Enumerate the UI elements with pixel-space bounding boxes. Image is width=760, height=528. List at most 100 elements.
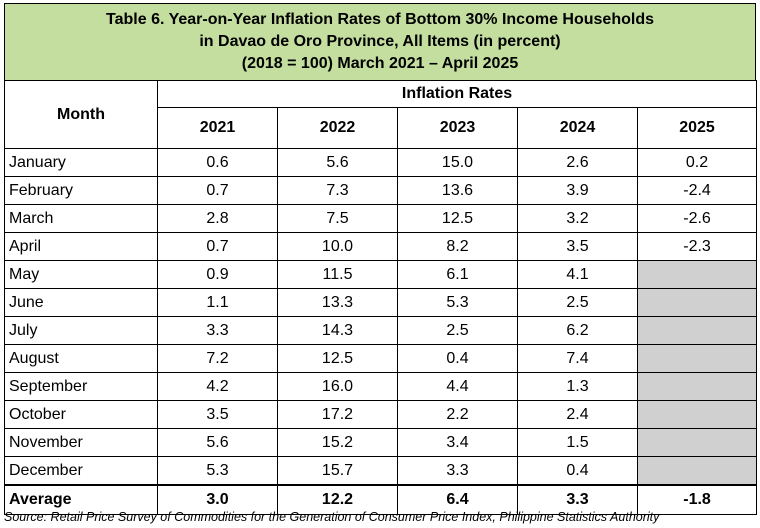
unavailable-cell <box>636 344 758 373</box>
month-cell: November <box>4 428 158 457</box>
rate-cell: 2.6 <box>517 148 638 177</box>
rate-cell: 4.4 <box>397 372 518 401</box>
rate-cell: 5.6 <box>157 428 278 457</box>
unavailable-cell <box>636 400 758 429</box>
table-row: November 5.6 15.2 3.4 1.5 <box>4 428 758 457</box>
rate-cell: 2.8 <box>157 204 278 233</box>
source-note: Source: Retail Price Survey of Commoditi… <box>4 510 660 524</box>
rate-cell: 15.0 <box>397 148 518 177</box>
table-row: January 0.6 5.6 15.0 2.6 0.2 <box>4 148 758 177</box>
rate-cell: 11.5 <box>277 260 398 289</box>
table-row: August 7.2 12.5 0.4 7.4 <box>4 344 758 373</box>
rate-cell: 5.3 <box>397 288 518 317</box>
rate-cell: 0.4 <box>517 456 638 486</box>
rate-cell: 12.5 <box>277 344 398 373</box>
rate-cell: -2.3 <box>636 232 758 261</box>
rate-cell: 3.3 <box>157 316 278 345</box>
inflation-table-container: Table 6. Year-on-Year Inflation Rates of… <box>4 3 758 515</box>
rate-cell: 1.3 <box>517 372 638 401</box>
rate-cell: 4.2 <box>157 372 278 401</box>
table-row: April 0.7 10.0 8.2 3.5 -2.3 <box>4 232 758 261</box>
unavailable-cell <box>636 260 758 289</box>
table-row: July 3.3 14.3 2.5 6.2 <box>4 316 758 345</box>
rate-cell: 0.2 <box>636 148 758 177</box>
rate-cell: 3.5 <box>157 400 278 429</box>
rate-cell: 2.4 <box>517 400 638 429</box>
month-cell: March <box>4 204 158 233</box>
year-header: 2024 <box>517 107 638 149</box>
rate-cell: 0.9 <box>157 260 278 289</box>
rate-cell: 7.3 <box>277 176 398 205</box>
rate-cell: 3.9 <box>517 176 638 205</box>
month-cell: September <box>4 372 158 401</box>
average-cell: -1.8 <box>636 484 758 515</box>
month-cell: May <box>4 260 158 289</box>
rate-cell: 15.2 <box>277 428 398 457</box>
rate-cell: 2.5 <box>517 288 638 317</box>
year-header: 2021 <box>157 107 278 149</box>
rate-cell: 5.3 <box>157 456 278 486</box>
rate-cell: 3.4 <box>397 428 518 457</box>
month-cell: December <box>4 456 158 486</box>
rate-cell: 4.1 <box>517 260 638 289</box>
rate-cell: 0.6 <box>157 148 278 177</box>
rate-cell: 3.5 <box>517 232 638 261</box>
rate-cell: 1.5 <box>517 428 638 457</box>
month-cell: August <box>4 344 158 373</box>
rate-cell: 6.2 <box>517 316 638 345</box>
rate-cell: 1.1 <box>157 288 278 317</box>
average-cell: 3.0 <box>157 484 278 515</box>
table-row: March 2.8 7.5 12.5 3.2 -2.6 <box>4 204 758 233</box>
unavailable-cell <box>636 316 758 345</box>
year-header: 2025 <box>636 107 758 149</box>
average-cell: 6.4 <box>397 484 518 515</box>
month-cell: June <box>4 288 158 317</box>
unavailable-cell <box>636 428 758 457</box>
rate-cell: 7.2 <box>157 344 278 373</box>
unavailable-cell <box>636 456 758 486</box>
table-row: September 4.2 16.0 4.4 1.3 <box>4 372 758 401</box>
month-cell: February <box>4 176 158 205</box>
unavailable-cell <box>636 372 758 401</box>
rate-cell: 0.7 <box>157 176 278 205</box>
inflation-rates-header: Inflation Rates <box>156 80 758 108</box>
rate-cell: 0.7 <box>157 232 278 261</box>
rate-cell: 6.1 <box>397 260 518 289</box>
month-cell: October <box>4 400 158 429</box>
rate-cell: 13.3 <box>277 288 398 317</box>
rate-cell: 15.7 <box>277 456 398 486</box>
table-row: June 1.1 13.3 5.3 2.5 <box>4 288 758 317</box>
table-row: February 0.7 7.3 13.6 3.9 -2.4 <box>4 176 758 205</box>
rate-cell: 7.5 <box>277 204 398 233</box>
table-row: May 0.9 11.5 6.1 4.1 <box>4 260 758 289</box>
average-label: Average <box>4 484 158 515</box>
year-header: 2022 <box>277 107 398 149</box>
rate-cell: 5.6 <box>277 148 398 177</box>
rate-cell: 0.4 <box>397 344 518 373</box>
rate-cell: 3.2 <box>517 204 638 233</box>
month-cell: July <box>4 316 158 345</box>
rate-cell: 8.2 <box>397 232 518 261</box>
rate-cell: -2.6 <box>636 204 758 233</box>
average-row: Average 3.0 12.2 6.4 3.3 -1.8 <box>4 484 758 515</box>
rate-cell: -2.4 <box>636 176 758 205</box>
title-line-2: in Davao de Oro Province, All Items (in … <box>199 33 561 50</box>
inflation-table: Month Inflation Rates 2021 2022 2023 2024 20… <box>4 80 758 515</box>
table-title: Table 6. Year-on-Year Inflation Rates of… <box>4 3 756 80</box>
rate-cell: 14.3 <box>277 316 398 345</box>
unavailable-cell <box>636 288 758 317</box>
title-line-1: Table 6. Year-on-Year Inflation Rates of… <box>106 11 654 28</box>
month-cell: April <box>4 232 158 261</box>
rate-cell: 10.0 <box>277 232 398 261</box>
table-row: October 3.5 17.2 2.2 2.4 <box>4 400 758 429</box>
rate-cell: 16.0 <box>277 372 398 401</box>
rate-cell: 7.4 <box>517 344 638 373</box>
month-cell: January <box>4 148 158 177</box>
rate-cell: 3.3 <box>397 456 518 486</box>
rate-cell: 17.2 <box>277 400 398 429</box>
year-header: 2023 <box>397 107 518 149</box>
table-row: December 5.3 15.7 3.3 0.4 <box>4 456 758 486</box>
title-line-3: (2018 = 100) March 2021 – April 2025 <box>241 55 519 72</box>
rate-cell: 13.6 <box>397 176 518 205</box>
month-header: Month <box>4 80 158 149</box>
